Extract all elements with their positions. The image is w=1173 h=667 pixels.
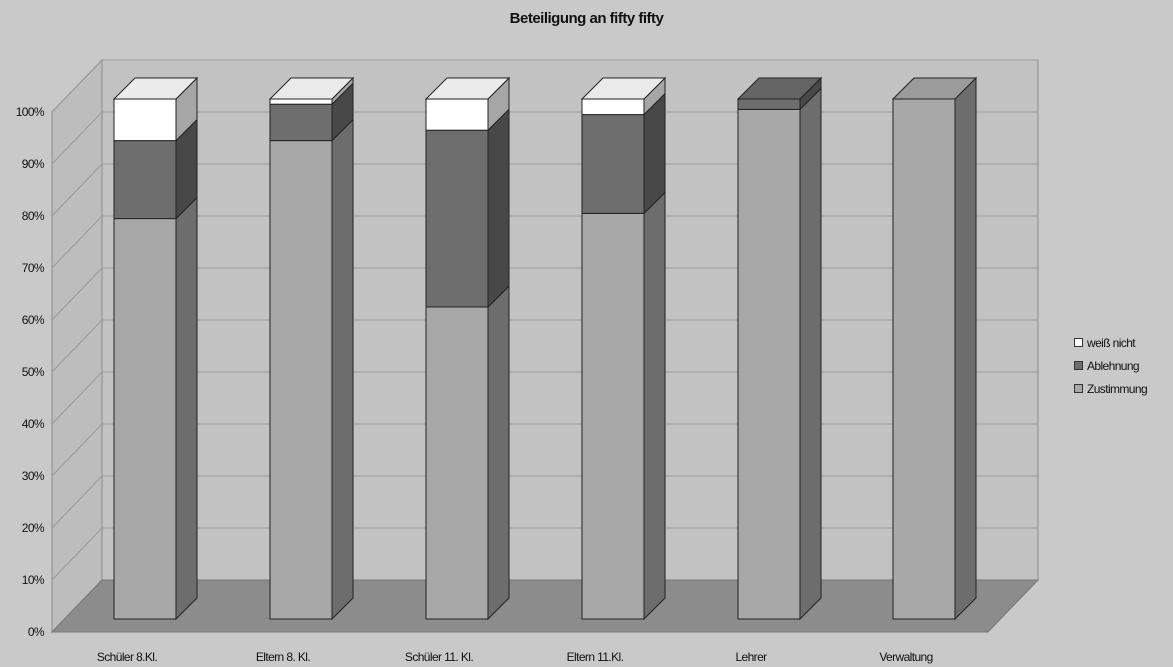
bar-top: [424, 77, 511, 100]
bar-group: [891, 76, 978, 621]
legend-item: Ablehnung: [1074, 354, 1147, 377]
bar-group: [112, 76, 199, 621]
chart-floor: [50, 579, 1040, 633]
chart-walls: [51, 58, 1039, 634]
x-axis-ticks: Schüler 8.Kl. Eltern 8. Kl. Schüler 11. Kl…: [97, 650, 933, 664]
bar-segment: [113, 140, 177, 220]
y-tick-label: 20%: [22, 521, 45, 535]
x-tick-label: Lehrer: [735, 650, 767, 664]
bar-segment: [425, 98, 489, 131]
bar-segment-side: [954, 76, 977, 621]
y-tick-label: 40%: [22, 417, 45, 431]
legend-label: weiß nicht: [1087, 335, 1136, 350]
bar-segment-side: [643, 191, 666, 621]
legend-item: weiß nicht: [1074, 331, 1147, 354]
gridline-side: [51, 423, 103, 477]
legend-swatch: [1074, 384, 1083, 393]
y-tick-label: 80%: [22, 209, 45, 223]
bar-segment: [425, 306, 489, 620]
x-tick-label: Eltern 8. Kl.: [256, 650, 310, 664]
bar-group: [424, 76, 511, 621]
bar-segment-side: [799, 87, 822, 621]
x-tick-label: Verwaltung: [879, 650, 932, 664]
gridline-side: [51, 319, 103, 373]
bar-segment: [581, 212, 645, 620]
y-axis-ticks: 0% 10% 20% 30% 40% 50% 60% 70% 80% 90% 100%: [16, 105, 46, 639]
bars: [112, 76, 978, 621]
bar-top: [891, 77, 978, 100]
bar-segment: [581, 114, 645, 214]
bar-segment: [113, 218, 177, 620]
bar-segment: [113, 98, 177, 142]
chart-title: Beteiligung an fifty fifty: [509, 10, 664, 27]
y-tick-label: 30%: [22, 469, 45, 483]
legend: weiß nicht Ablehnung Zustimmung: [1074, 331, 1148, 400]
bar-top: [112, 77, 199, 100]
bar-segment-side: [331, 118, 354, 621]
bar-top: [736, 77, 823, 100]
bar-top: [268, 77, 355, 100]
bar-segment: [581, 98, 645, 116]
legend-label: Zustimmung: [1087, 381, 1148, 396]
y-tick-label: 70%: [22, 261, 45, 275]
legend-swatch: [1074, 361, 1083, 370]
gridline-side: [51, 111, 103, 165]
bar-segment: [269, 98, 333, 105]
bar-top: [580, 77, 667, 100]
y-tick-label: 100%: [16, 105, 45, 119]
gridline-side: [51, 267, 103, 321]
bar-segment-side: [487, 107, 510, 309]
gridline-side: [51, 371, 103, 425]
y-tick-label: 0%: [28, 625, 45, 639]
bar-segment: [269, 140, 333, 620]
bar-segment: [737, 108, 801, 620]
legend-item: Zustimmung: [1074, 377, 1148, 400]
bar-segment-side: [175, 196, 198, 621]
y-tick-label: 10%: [22, 573, 45, 587]
gridline-side: [51, 475, 103, 529]
gridline-side: [51, 59, 103, 113]
bar-segment: [269, 103, 333, 142]
gridline-side: [51, 215, 103, 269]
x-tick-label: Eltern 11.Kl.: [567, 650, 624, 664]
x-tick-label: Schüler 11. Kl.: [405, 650, 473, 664]
bar-group: [736, 76, 823, 621]
floor: [50, 579, 1040, 633]
y-tick-label: 90%: [22, 157, 45, 171]
legend-swatch: [1074, 338, 1083, 347]
bar-segment: [425, 129, 489, 308]
bar-segment: [737, 98, 801, 110]
bar-group: [268, 76, 355, 621]
gridline-side: [51, 163, 103, 217]
x-tick-label: Schüler 8.Kl.: [97, 650, 157, 664]
bar-segment-side: [487, 284, 510, 621]
y-tick-label: 60%: [22, 313, 45, 327]
gridlines: [51, 59, 1038, 633]
gridline-side: [51, 527, 103, 581]
bar-segment: [892, 98, 956, 620]
legend-label: Ablehnung: [1087, 358, 1140, 373]
y-tick-label: 50%: [22, 365, 45, 379]
bar-group: [580, 76, 667, 621]
